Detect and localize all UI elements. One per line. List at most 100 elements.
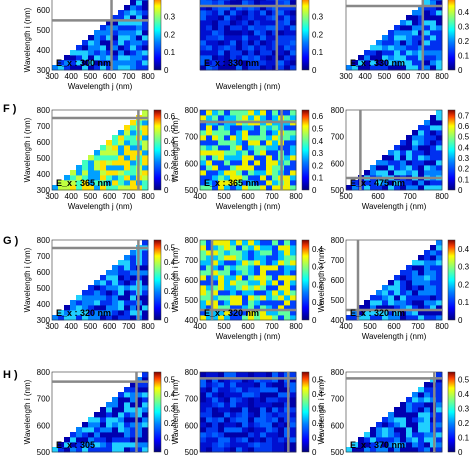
heatmap-cell (206, 437, 213, 443)
heatmap-cell (406, 305, 413, 311)
heatmap-cell (88, 160, 95, 166)
heatmap-cell (230, 170, 237, 176)
heatmap-cell (224, 135, 231, 141)
y-tick-label: 700 (185, 395, 199, 404)
heatmap-cell (70, 180, 77, 186)
heatmap-cell (100, 180, 107, 186)
heatmap-cell (212, 25, 219, 31)
heatmap-cell (206, 260, 213, 266)
heatmap-cell (394, 35, 401, 41)
heatmap-cell (424, 55, 431, 61)
heatmap-cell (290, 432, 297, 438)
heatmap-cell (248, 442, 255, 448)
heatmap-cell (200, 392, 207, 398)
heatmap-cell (266, 402, 273, 408)
heatmap-cell (418, 427, 425, 433)
heatmap-cell (430, 260, 437, 266)
heatmap-cell (206, 135, 213, 141)
heatmap-cell (272, 140, 279, 146)
heatmap-cell (58, 310, 65, 316)
heatmap-cell (218, 387, 225, 393)
heatmap-cell (136, 397, 143, 403)
heatmap-cell (272, 417, 279, 423)
heatmap-cell (254, 55, 261, 61)
heatmap-cell (106, 160, 113, 166)
heatmap-cell (290, 285, 297, 291)
heatmap-cell (236, 392, 243, 398)
heatmap-cell (430, 290, 437, 296)
heatmap-cell (124, 30, 131, 36)
heatmap-cell (58, 185, 65, 191)
heatmap-cell (382, 417, 389, 423)
heatmap-cell (346, 185, 353, 191)
heatmap-cell (284, 25, 291, 31)
heatmap-cell (248, 245, 255, 251)
heatmap-cell (224, 140, 231, 146)
heatmap-cell (200, 402, 207, 408)
heatmap-cell (260, 382, 267, 388)
heatmap-cell (224, 35, 231, 41)
heatmap-cell (70, 65, 77, 71)
heatmap-cell (284, 110, 291, 116)
heatmap-cell (406, 180, 413, 186)
heatmap-cell (212, 402, 219, 408)
heatmap-cell (218, 240, 225, 246)
heatmap-cell (230, 10, 237, 16)
heatmap-cell (124, 140, 131, 146)
heatmap-cell (430, 245, 437, 251)
heatmap-cell (418, 447, 425, 453)
heatmap-cell (112, 397, 119, 403)
heatmap-cell (88, 35, 95, 41)
heatmap-cell (278, 392, 285, 398)
heatmap-cell (260, 422, 267, 428)
heatmap-cell (130, 305, 137, 311)
heatmap-cell (242, 35, 249, 41)
heatmap-cell (224, 315, 231, 321)
heatmap-cell (142, 165, 149, 171)
heatmap-cell (424, 315, 431, 321)
heatmap-cell (206, 422, 213, 428)
heatmap-cell (88, 447, 95, 453)
heatmap-cell (236, 185, 243, 191)
heatmap-cell (436, 407, 443, 413)
heatmap-cell (290, 310, 297, 316)
colorbar-tick-label: 0.1 (312, 174, 324, 183)
heatmap-cell (224, 0, 231, 6)
heatmap-cell (94, 437, 101, 443)
heatmap-cell (254, 160, 261, 166)
heatmap-cell (430, 25, 437, 31)
heatmap-cell (272, 60, 279, 66)
heatmap-cell (218, 170, 225, 176)
heatmap-cell (376, 45, 383, 51)
heatmap-cell (236, 382, 243, 388)
heatmap-cell (266, 397, 273, 403)
y-axis-title: Wavelength i (nm) (23, 7, 32, 72)
heatmap-cell (260, 135, 267, 141)
heatmap-cell (272, 30, 279, 36)
heatmap-cell (272, 402, 279, 408)
heatmap-cell (260, 185, 267, 191)
heatmap-cell (136, 432, 143, 438)
heatmap-cell (418, 140, 425, 146)
heatmap-cell (124, 175, 131, 181)
heatmap-cell (130, 65, 137, 71)
heatmap-cell (290, 185, 297, 191)
heatmap-cell (400, 30, 407, 36)
heatmap-cell (242, 240, 249, 246)
heatmap-cell (388, 185, 395, 191)
heatmap-cell (436, 120, 443, 126)
heatmap-cell (424, 402, 431, 408)
heatmap-cell (212, 45, 219, 51)
heatmap-cell (52, 447, 59, 453)
heatmap-cell (236, 10, 243, 16)
heatmap-cell (206, 60, 213, 66)
heatmap-cell (254, 397, 261, 403)
heatmap-cell (64, 310, 71, 316)
heatmap-cell (206, 305, 213, 311)
heatmap-cell (230, 55, 237, 61)
heatmap-cell (206, 55, 213, 61)
heatmap-cell (106, 275, 113, 281)
